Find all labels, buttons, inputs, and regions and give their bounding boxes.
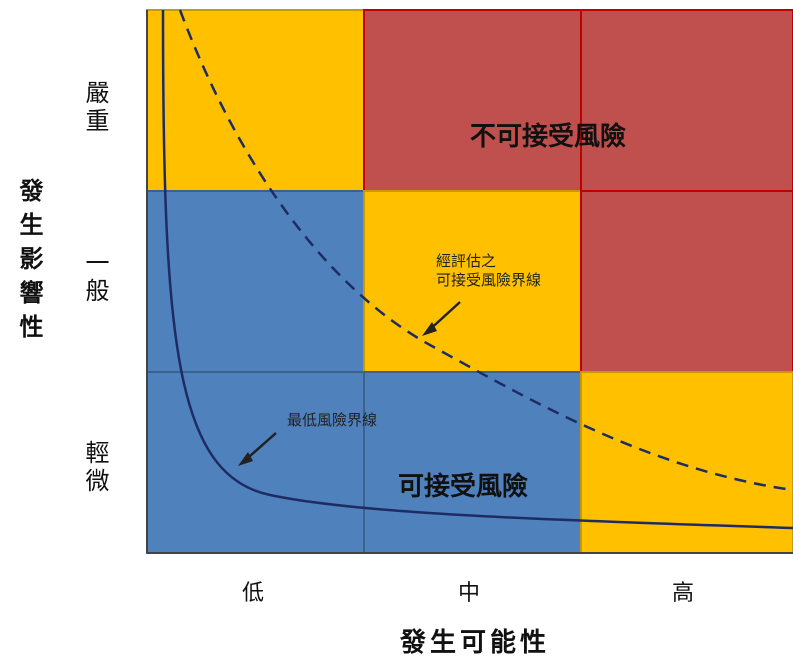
col-label-low: 低 <box>242 581 265 606</box>
cell-general-low <box>146 190 365 373</box>
minimum-risk-boundary-curve <box>161 9 793 530</box>
x-axis-title: 發生可能性 <box>400 628 551 658</box>
minimum-line-arrowhead <box>238 452 253 466</box>
cell-severe-high <box>580 9 793 192</box>
cell-severe-medium <box>363 9 582 192</box>
evaluated-line-note-1: 經評估之 <box>436 252 497 270</box>
y-axis-title: 發生影響性 <box>15 178 43 348</box>
cell-severe-low <box>146 9 365 192</box>
evaluated-line-note-2: 可接受風險界線 <box>436 271 542 289</box>
col-label-high: 高 <box>672 581 695 606</box>
cell-minor-medium <box>363 371 582 554</box>
row-label-general: 一般 <box>81 250 109 306</box>
cell-general-high <box>580 190 793 373</box>
unacceptable-risk-label: 不可接受風險 <box>470 122 627 152</box>
evaluated-line-note: 經評估之 可接受風險界線 <box>436 252 541 290</box>
acceptable-risk-label: 可接受風險 <box>398 472 529 502</box>
row-label-severe: 嚴重 <box>81 80 109 136</box>
evaluated-risk-boundary-curve <box>178 9 793 492</box>
cell-general-medium <box>363 190 582 373</box>
minimum-line-note: 最低風險界線 <box>287 411 378 429</box>
cell-minor-low <box>146 371 365 554</box>
row-label-minor: 輕微 <box>81 440 109 496</box>
col-label-medium: 中 <box>458 581 481 606</box>
evaluated-line-arrowhead <box>422 322 437 336</box>
